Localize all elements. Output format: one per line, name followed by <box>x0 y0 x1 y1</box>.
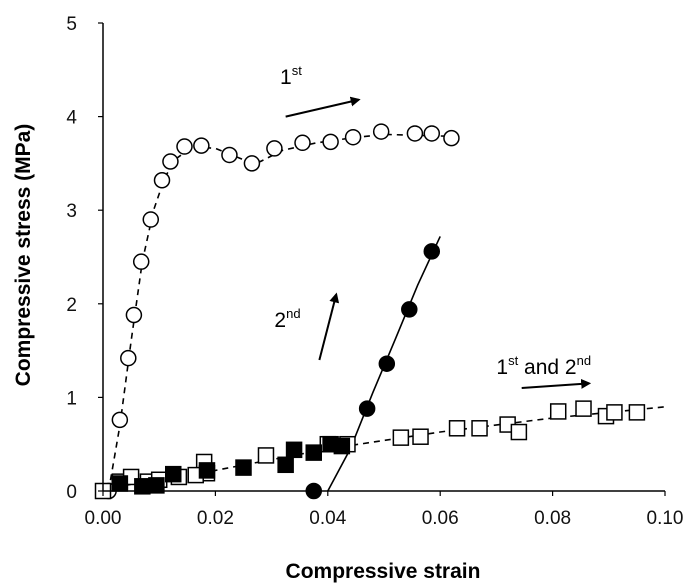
open-square-point <box>575 400 592 417</box>
fit-line <box>102 406 666 490</box>
y-tick-label: 1 <box>66 388 77 409</box>
open-circle-point <box>153 171 171 189</box>
open-circle-point <box>176 138 193 155</box>
open-circle-point <box>221 146 238 164</box>
annotation-label: 1st and 2nd <box>496 353 591 379</box>
filled-square-point <box>235 459 252 476</box>
filled-square-point <box>277 456 294 474</box>
annotation-label: 2nd <box>274 306 300 332</box>
open-circle-point <box>243 155 261 172</box>
x-tick-label: 0.04 <box>309 508 346 529</box>
data-points <box>94 123 646 500</box>
open-square-point <box>628 404 646 421</box>
annotations: 1st 2nd 1st and 2nd <box>274 63 592 390</box>
axes: 0.00 0.02 0.04 0.06 0.08 0.10 0 1 2 3 4 5 <box>66 14 683 529</box>
open-circle-point <box>142 211 160 228</box>
x-tick-label: 0.06 <box>422 508 459 529</box>
filled-circle-point <box>378 355 396 372</box>
y-tick-label: 4 <box>66 108 77 129</box>
filled-circle-point <box>423 243 441 260</box>
filled-square-point <box>148 477 165 494</box>
open-square-point <box>448 420 466 437</box>
open-circle-point <box>294 134 311 152</box>
open-square-point <box>471 420 488 437</box>
open-square-point <box>606 404 623 421</box>
y-tick-label: 3 <box>66 201 77 222</box>
filled-square-point <box>285 441 303 459</box>
arrow-icon <box>285 96 361 118</box>
arrow-icon <box>318 292 340 361</box>
open-square-point <box>412 428 429 445</box>
open-circle-point <box>344 128 362 146</box>
arrow-icon <box>521 378 592 390</box>
y-tick-label: 2 <box>66 295 77 316</box>
y-axis-label: Compressive stress (MPa) <box>12 124 35 387</box>
y-tick-label: 5 <box>66 14 77 35</box>
open-square-point <box>392 429 410 446</box>
filled-square-point <box>305 444 322 461</box>
open-circle-point <box>266 140 283 157</box>
annotation-label: 1st <box>280 63 302 89</box>
x-tick-label: 0.00 <box>85 508 122 529</box>
open-square-point <box>549 403 567 420</box>
fit-lines <box>102 133 666 492</box>
y-tick-label: 0 <box>66 482 77 503</box>
open-circle-point <box>423 125 441 142</box>
x-tick-label: 0.08 <box>534 508 571 529</box>
filled-square-point <box>165 465 182 483</box>
open-circle-point <box>132 253 150 270</box>
filled-square-point <box>198 462 216 479</box>
open-circle-point <box>372 123 390 140</box>
open-circle-point <box>193 137 210 154</box>
filled-circle-point <box>358 400 376 417</box>
x-tick-label: 0.02 <box>197 508 234 529</box>
open-circle-point <box>406 125 424 142</box>
open-square-point <box>257 447 275 464</box>
open-circle-point <box>443 129 460 147</box>
open-circle-point <box>120 349 137 367</box>
open-circle-point <box>162 153 179 170</box>
open-circle-point <box>111 411 129 429</box>
filled-circle-point <box>401 301 418 318</box>
x-axis-label: Compressive strain <box>286 560 481 583</box>
open-circle-point <box>322 133 339 151</box>
filled-square-point <box>111 475 129 492</box>
filled-square-point <box>333 437 351 455</box>
open-square-point <box>510 423 528 441</box>
open-circle-point <box>125 306 143 324</box>
x-tick-label: 0.10 <box>647 508 684 529</box>
